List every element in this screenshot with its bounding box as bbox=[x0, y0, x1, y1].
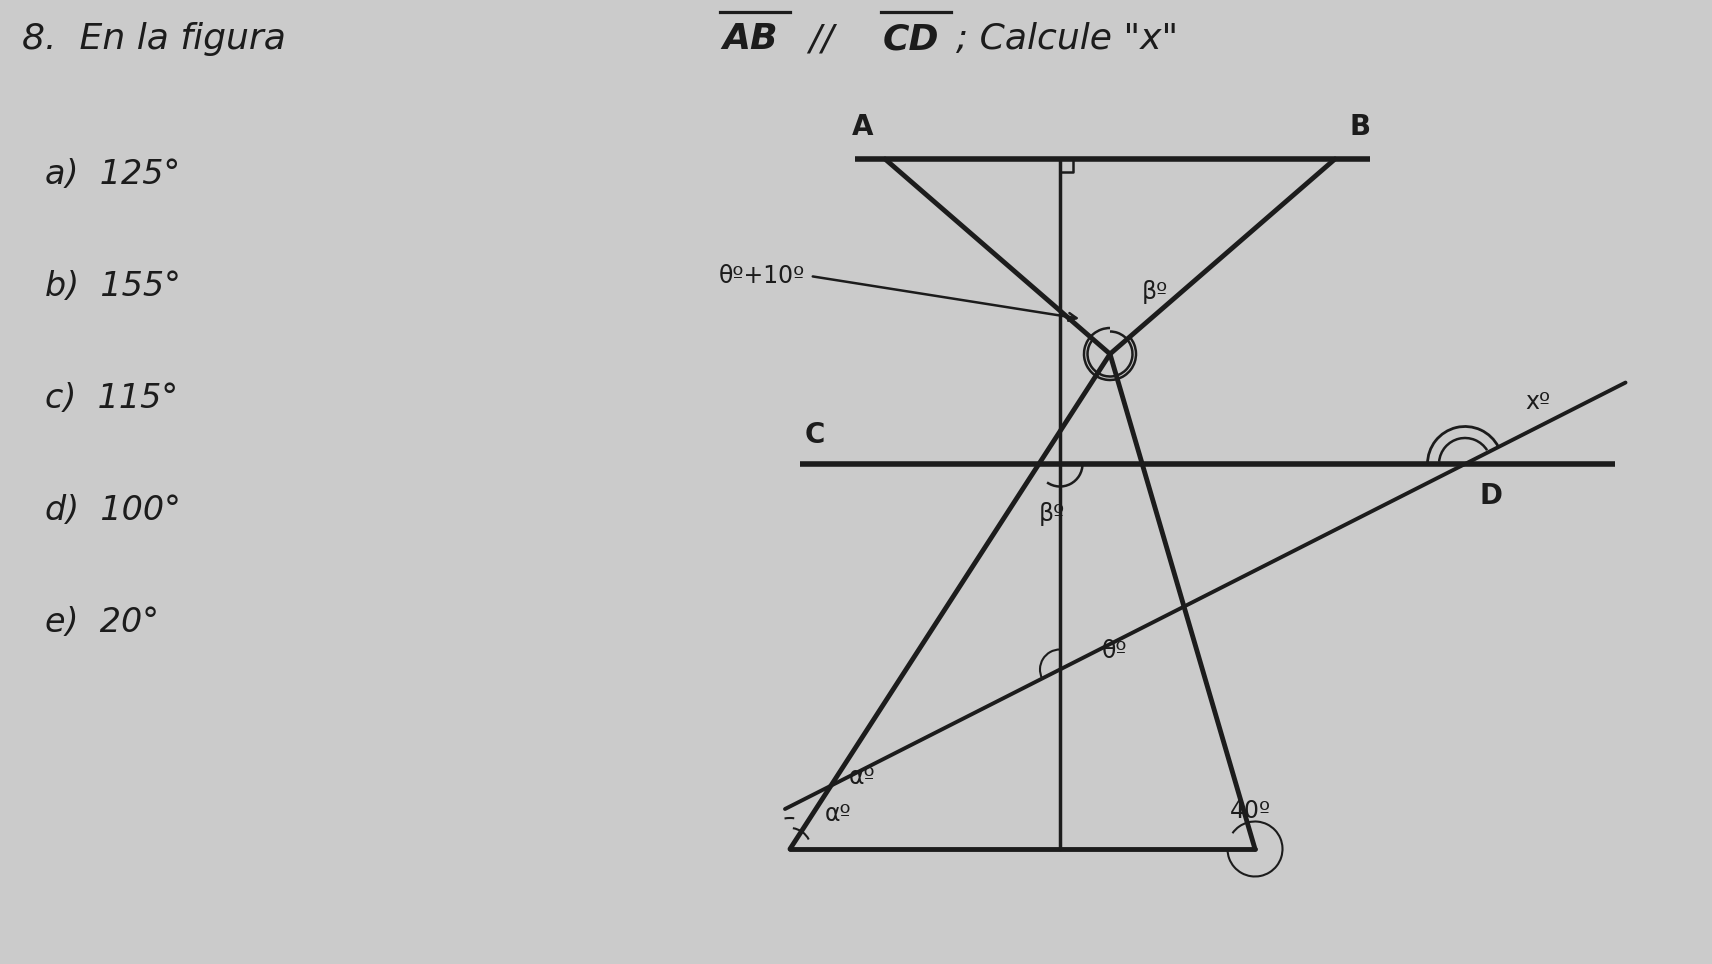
Text: xº: xº bbox=[1525, 390, 1549, 414]
Text: AB: AB bbox=[722, 22, 777, 56]
Text: //: // bbox=[798, 22, 846, 56]
Text: e)  20°: e) 20° bbox=[45, 605, 159, 638]
Text: βº: βº bbox=[1039, 502, 1065, 526]
Text: 8.  En la figura: 8. En la figura bbox=[22, 22, 298, 56]
Text: αº: αº bbox=[825, 802, 851, 826]
Text: B: B bbox=[1351, 113, 1371, 141]
Text: C: C bbox=[805, 421, 825, 449]
Text: d)  100°: d) 100° bbox=[45, 494, 181, 526]
Text: b)  155°: b) 155° bbox=[45, 270, 181, 303]
Text: 40º: 40º bbox=[1229, 799, 1270, 823]
Text: D: D bbox=[1479, 482, 1503, 510]
Text: c)  115°: c) 115° bbox=[45, 382, 178, 415]
Text: θº: θº bbox=[1103, 639, 1128, 663]
Text: A: A bbox=[851, 113, 873, 141]
Text: CD: CD bbox=[883, 22, 940, 56]
Text: a)  125°: a) 125° bbox=[45, 157, 180, 191]
Text: βº: βº bbox=[1142, 280, 1168, 304]
Text: ; Calcule "x": ; Calcule "x" bbox=[955, 22, 1178, 56]
Text: αº: αº bbox=[849, 765, 875, 789]
Text: θº+10º: θº+10º bbox=[719, 264, 805, 288]
